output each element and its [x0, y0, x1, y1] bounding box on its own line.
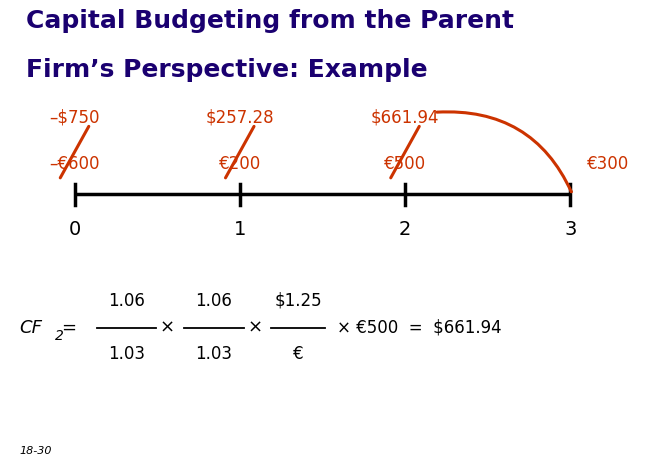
Text: × €500  =  $661.94: × €500 = $661.94: [337, 319, 502, 336]
Text: 0: 0: [69, 220, 80, 239]
Text: Capital Budgeting from the Parent: Capital Budgeting from the Parent: [26, 9, 514, 33]
Text: CF: CF: [19, 319, 42, 336]
Text: 2: 2: [55, 329, 64, 343]
FancyArrowPatch shape: [437, 112, 572, 192]
Text: –€600: –€600: [49, 155, 100, 173]
Text: 2: 2: [399, 220, 411, 239]
Text: €: €: [293, 345, 303, 363]
Text: 1: 1: [233, 220, 246, 239]
Text: $257.28: $257.28: [205, 109, 274, 126]
Text: ×: ×: [247, 319, 262, 336]
Text: 1.03: 1.03: [195, 345, 233, 363]
Text: 18-30: 18-30: [19, 446, 52, 456]
Text: 1.06: 1.06: [108, 292, 145, 310]
Text: =: =: [62, 319, 76, 336]
Text: €300: €300: [586, 155, 629, 173]
Text: $661.94: $661.94: [371, 109, 439, 126]
Text: 1.03: 1.03: [108, 345, 145, 363]
Text: 3: 3: [564, 220, 577, 239]
Text: –$750: –$750: [49, 109, 100, 126]
Text: $1.25: $1.25: [274, 292, 322, 310]
Text: Firm’s Perspective: Example: Firm’s Perspective: Example: [26, 58, 428, 82]
Text: ×: ×: [159, 319, 175, 336]
Text: €500: €500: [384, 155, 426, 173]
Text: €200: €200: [218, 155, 261, 173]
Text: 1.06: 1.06: [196, 292, 232, 310]
